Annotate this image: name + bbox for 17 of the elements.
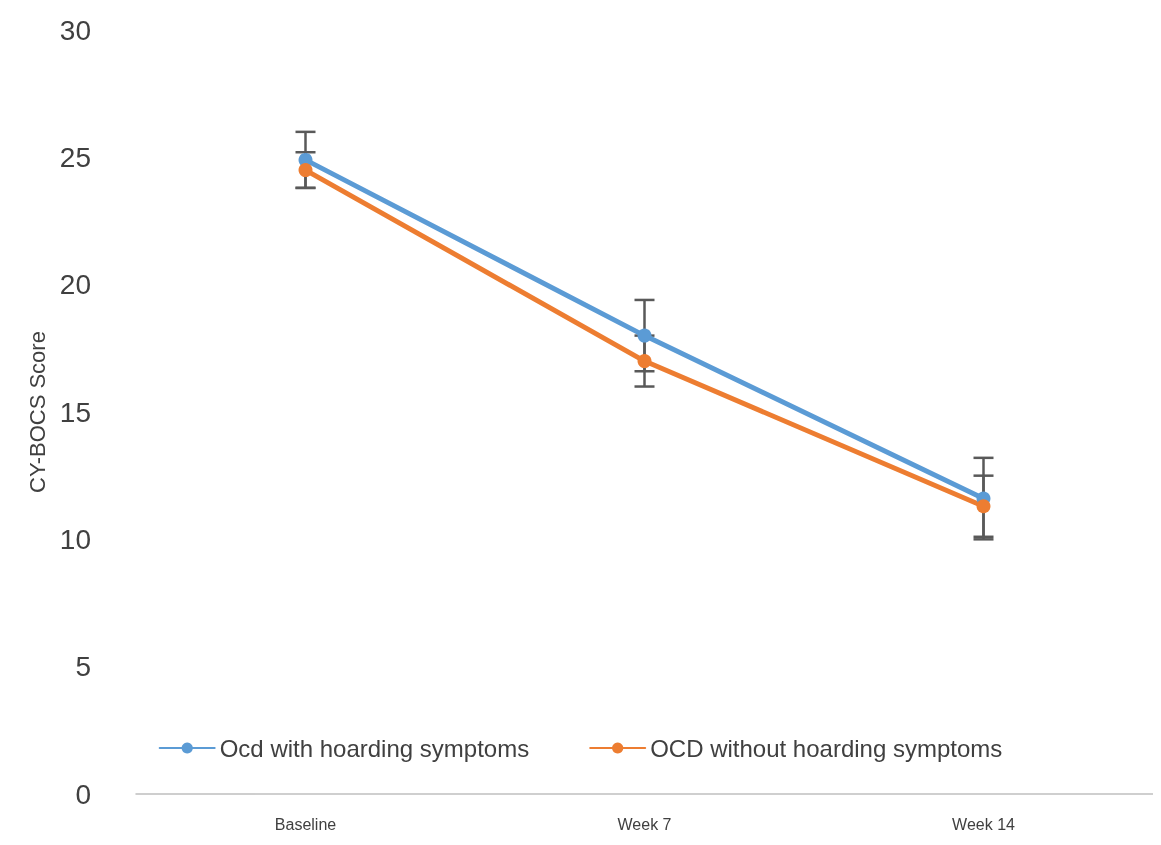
- y-tick-label: 25: [59, 141, 91, 173]
- legend-label: Ocd with hoarding symptoms: [219, 734, 530, 762]
- point: [637, 328, 652, 343]
- y-tick-label: 0: [75, 778, 91, 810]
- y-axis-title: CY-BOCS Score: [25, 331, 51, 493]
- x-tick-label: Week 14: [952, 815, 1016, 833]
- y-tick-label: 20: [59, 269, 91, 301]
- y-tick-label: 15: [59, 396, 91, 428]
- y-tick-label: 10: [59, 523, 91, 555]
- point: [976, 499, 991, 514]
- point: [637, 354, 652, 369]
- x-tick-label: Week 7: [617, 815, 672, 833]
- point: [298, 163, 313, 178]
- x-tick-label: Baseline: [274, 815, 337, 833]
- legend-label: OCD without hoarding symptoms: [650, 734, 1003, 762]
- y-tick-label: 30: [59, 14, 91, 46]
- y-tick-label: 5: [75, 651, 91, 683]
